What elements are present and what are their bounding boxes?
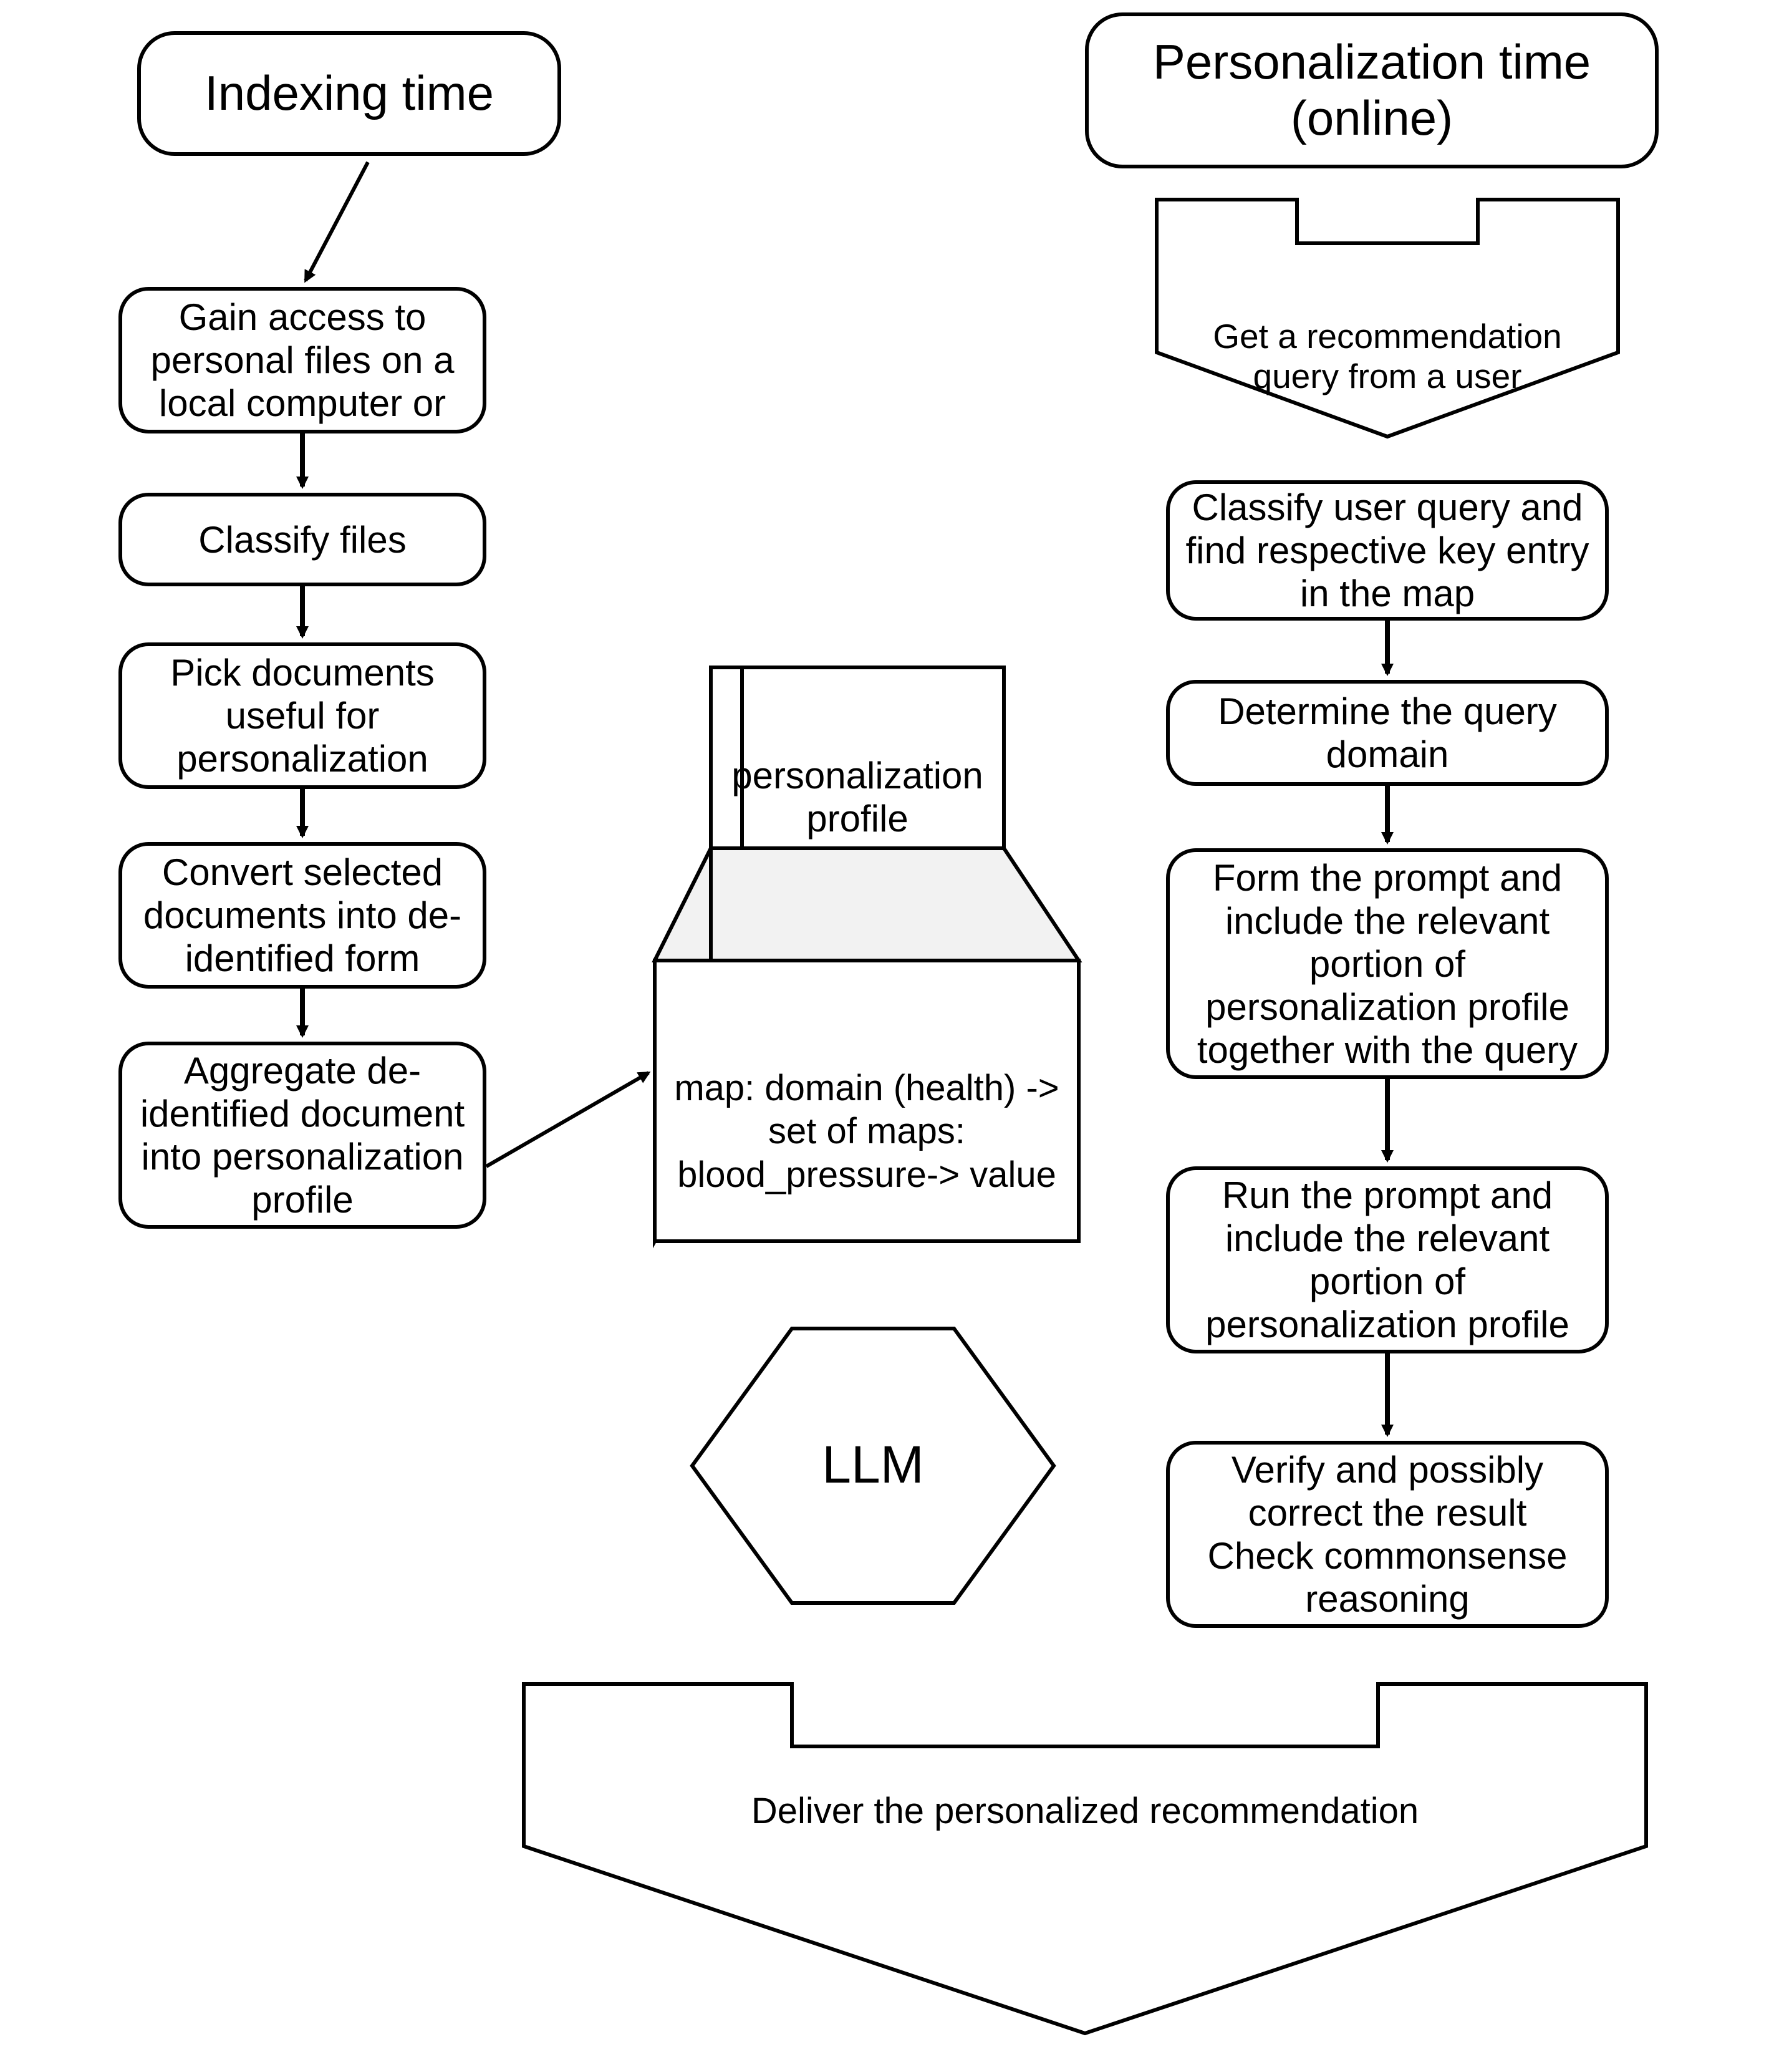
get-query-label: Get a recommendation query from a user	[1172, 278, 1603, 396]
step-determine-domain-label: Determine the query domain	[1218, 690, 1557, 776]
diagram-canvas: Indexing time Personalization time (onli…	[0, 0, 1769, 2072]
step-classify-query-label: Classify user query and find respective …	[1186, 486, 1589, 615]
deliver-label: Deliver the personalized recommendation	[524, 1790, 1646, 1832]
step-classify-query: Classify user query and find respective …	[1166, 480, 1609, 621]
step-pick-documents-label: Pick documents useful for personalizatio…	[170, 651, 435, 780]
step-form-prompt-label: Form the prompt and include the relevant…	[1197, 856, 1578, 1072]
step-run-prompt-label: Run the prompt and include the relevant …	[1205, 1174, 1569, 1346]
indexing-time-title: Indexing time	[137, 31, 561, 156]
deliver-shape	[524, 1684, 1646, 2033]
step-gain-access: Gain access to personal files on a local…	[118, 287, 486, 433]
step-pick-documents: Pick documents useful for personalizatio…	[118, 642, 486, 789]
profile-title-label: personalization profile	[720, 711, 995, 840]
step-run-prompt: Run the prompt and include the relevant …	[1166, 1166, 1609, 1353]
step-verify-correct: Verify and possibly correct the result C…	[1166, 1441, 1609, 1628]
step-classify-files: Classify files	[118, 493, 486, 586]
step-gain-access-label: Gain access to personal files on a local…	[151, 296, 455, 425]
step-aggregate-profile: Aggregate de- identified document into p…	[118, 1042, 486, 1229]
arrow-indexing-to-l1	[306, 162, 368, 281]
step-classify-files-label: Classify files	[198, 518, 406, 561]
profile-map-label: map: domain (health) -> set of maps: blo…	[661, 1023, 1072, 1196]
step-convert-deidentified: Convert selected documents into de- iden…	[118, 842, 486, 989]
step-verify-correct-label: Verify and possibly correct the result C…	[1208, 1448, 1568, 1620]
step-determine-domain: Determine the query domain	[1166, 680, 1609, 786]
step-aggregate-profile-label: Aggregate de- identified document into p…	[140, 1049, 465, 1221]
step-convert-deidentified-label: Convert selected documents into de- iden…	[143, 851, 461, 980]
personalization-time-title: Personalization time (online)	[1085, 12, 1659, 168]
profile-top-face	[655, 848, 1079, 961]
arrow-l5-to-profile	[486, 1073, 648, 1166]
step-form-prompt: Form the prompt and include the relevant…	[1166, 848, 1609, 1079]
indexing-time-label: Indexing time	[205, 65, 494, 122]
personalization-time-label: Personalization time (online)	[1153, 34, 1591, 146]
llm-label: LLM	[792, 1435, 954, 1495]
